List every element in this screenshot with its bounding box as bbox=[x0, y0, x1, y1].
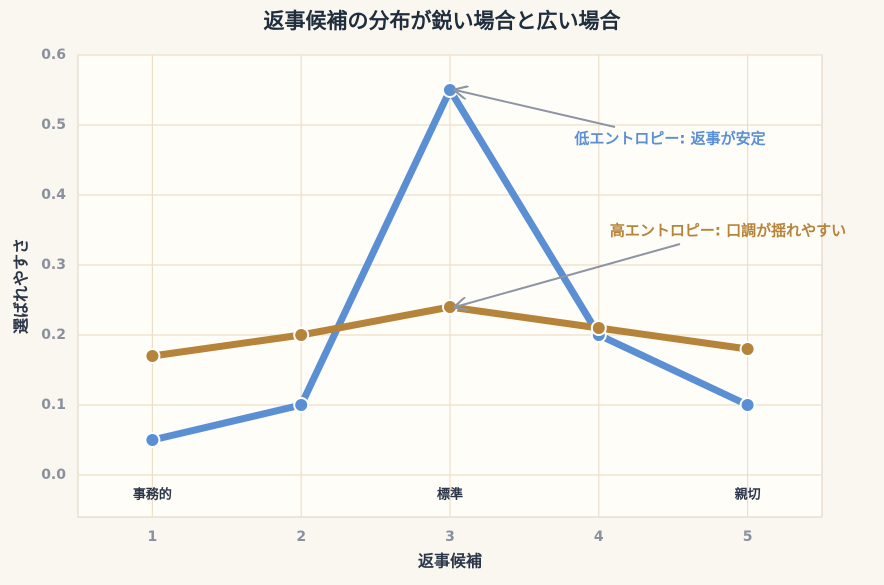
annotation: 高エントロピー: 口調が揺れやすい bbox=[610, 222, 846, 240]
point-label: 標準 bbox=[437, 487, 463, 503]
point-label: 親切 bbox=[735, 487, 761, 503]
point-label: 事務的 bbox=[133, 487, 172, 503]
annotation-arrow bbox=[455, 90, 616, 128]
annotation: 低エントロピー: 返事が安定 bbox=[573, 130, 765, 148]
y-tick-label: 0.4 bbox=[41, 187, 66, 203]
y-tick-label: 0.0 bbox=[41, 467, 66, 483]
y-tick-label: 0.2 bbox=[41, 327, 66, 343]
x-tick-label: 4 bbox=[594, 529, 604, 545]
y-axis-label: 選ばれやすさ bbox=[12, 238, 31, 334]
x-tick-label: 1 bbox=[148, 529, 158, 545]
y-tick-label: 0.3 bbox=[41, 257, 66, 273]
x-tick-label: 2 bbox=[296, 529, 306, 545]
data-point bbox=[293, 327, 310, 343]
annotation-arrow bbox=[455, 243, 681, 307]
data-point bbox=[144, 348, 161, 364]
data-point bbox=[442, 299, 458, 315]
data-point bbox=[739, 341, 756, 357]
data-point bbox=[739, 397, 756, 413]
y-tick-label: 0.5 bbox=[41, 117, 66, 133]
chart-title: 返事候補の分布が鋭い場合と広い場合 bbox=[264, 9, 622, 33]
data-point bbox=[590, 320, 607, 336]
x-tick-label: 5 bbox=[743, 529, 753, 545]
y-tick-label: 0.1 bbox=[41, 397, 66, 413]
y-tick-label: 0.6 bbox=[41, 47, 66, 63]
data-point bbox=[293, 397, 310, 413]
data-point bbox=[442, 82, 458, 98]
x-axis-label: 返事候補 bbox=[418, 552, 482, 571]
data-point bbox=[144, 432, 161, 448]
x-tick-label: 3 bbox=[445, 529, 455, 545]
